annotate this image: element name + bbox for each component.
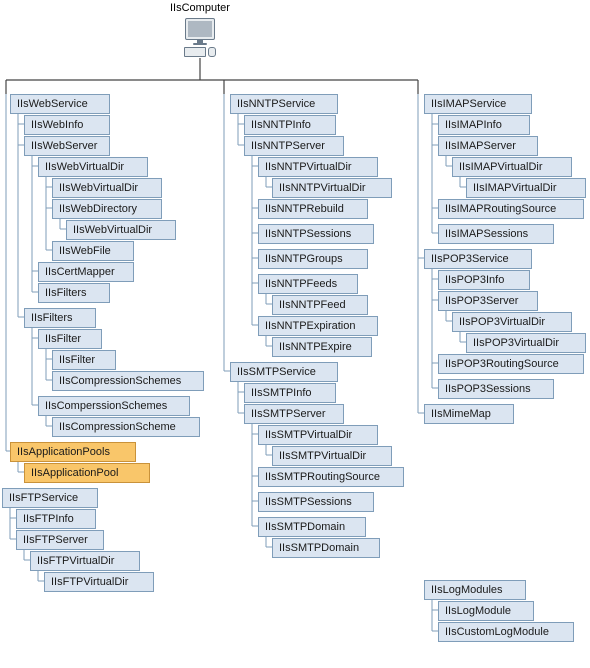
tree-node: IIsSMTPServer <box>244 404 344 424</box>
tree-node: IIsNNTPFeed <box>272 295 368 315</box>
tree-node: IIsWebVirtualDir <box>38 157 148 177</box>
tree-node: IIsNNTPVirtualDir <box>258 157 378 177</box>
tree-node: IIsIMAPInfo <box>438 115 530 135</box>
tree-node: IIsNNTPSessions <box>258 224 374 244</box>
tree-node: IIsFilters <box>24 308 96 328</box>
tree-node: IIsSMTPVirtualDir <box>272 446 392 466</box>
tree-node: IIsFilters <box>38 283 110 303</box>
tree-node: IIsWebVirtualDir <box>52 178 162 198</box>
tree-node: IIsPOP3Sessions <box>438 379 554 399</box>
tree-node: IIsPOP3Service <box>424 249 532 269</box>
tree-node: IIsFilter <box>52 350 116 370</box>
tree-node: IIsPOP3Info <box>438 270 530 290</box>
tree-node: IIsNNTPVirtualDir <box>272 178 392 198</box>
tree-node: IIsWebDirectory <box>52 199 162 219</box>
tree-node: IIsWebVirtualDir <box>66 220 176 240</box>
tree-node: IIsNNTPExpiration <box>258 316 378 336</box>
tree-node: IIsSMTPSessions <box>258 492 374 512</box>
tree-node: IIsPOP3Server <box>438 291 538 311</box>
tree-node: IIsSMTPVirtualDir <box>258 425 378 445</box>
tree-node: IIsPOP3VirtualDir <box>452 312 572 332</box>
tree-node: IIsWebFile <box>52 241 134 261</box>
tree-node: IIsNNTPServer <box>244 136 344 156</box>
tree-node: IIsApplicationPool <box>24 463 150 483</box>
tree-node: IIsApplicationPools <box>10 442 136 462</box>
root-label: IIsComputer <box>170 2 230 14</box>
tree-node: IIsWebServer <box>24 136 110 156</box>
tree-node: IIsCustomLogModule <box>438 622 574 642</box>
tree-node: IIsNNTPRebuild <box>258 199 368 219</box>
tree-node: IIsMimeMap <box>424 404 514 424</box>
tree-node: IIsIMAPServer <box>438 136 538 156</box>
tree-node: IIsCertMapper <box>38 262 134 282</box>
tree-node: IIsWebService <box>10 94 110 114</box>
tree-node: IIsSMTPDomain <box>258 517 366 537</box>
tree-node: IIsSMTPDomain <box>272 538 380 558</box>
tree-node: IIsIMAPService <box>424 94 532 114</box>
tree-node: IIsNNTPExpire <box>272 337 372 357</box>
tree-node: IIsFTPVirtualDir <box>30 551 140 571</box>
tree-node: IIsFTPInfo <box>16 509 96 529</box>
tree-node: IIsFTPVirtualDir <box>44 572 154 592</box>
tree-node: IIsLogModules <box>424 580 526 600</box>
tree-node: IIsIMAPSessions <box>438 224 554 244</box>
tree-node: IIsIMAPVirtualDir <box>452 157 572 177</box>
tree-node: IIsNNTPService <box>230 94 338 114</box>
tree-node: IIsPOP3RoutingSource <box>438 354 584 374</box>
tree-node: IIsCompressionScheme <box>52 417 200 437</box>
computer-icon <box>180 18 220 58</box>
tree-node: IIsFTPService <box>2 488 98 508</box>
tree-node: IIsCompressionSchemes <box>52 371 204 391</box>
diagram-canvas: IIsComputer IIsWebServiceIIsWebInfoIIsWe… <box>0 0 590 668</box>
tree-node: IIsIMAPVirtualDir <box>466 178 586 198</box>
tree-node: IIsSMTPInfo <box>244 383 336 403</box>
tree-node: IIsIMAPRoutingSource <box>438 199 584 219</box>
tree-node: IIsPOP3VirtualDir <box>466 333 586 353</box>
tree-node: IIsSMTPService <box>230 362 338 382</box>
tree-node: IIsFTPServer <box>16 530 104 550</box>
tree-node: IIsLogModule <box>438 601 534 621</box>
tree-node: IIsNNTPFeeds <box>258 274 358 294</box>
tree-node: IIsSMTPRoutingSource <box>258 467 404 487</box>
tree-node: IIsComperssionSchemes <box>38 396 190 416</box>
tree-node: IIsNNTPInfo <box>244 115 336 135</box>
tree-node: IIsNNTPGroups <box>258 249 368 269</box>
tree-node: IIsFilter <box>38 329 102 349</box>
tree-node: IIsWebInfo <box>24 115 110 135</box>
